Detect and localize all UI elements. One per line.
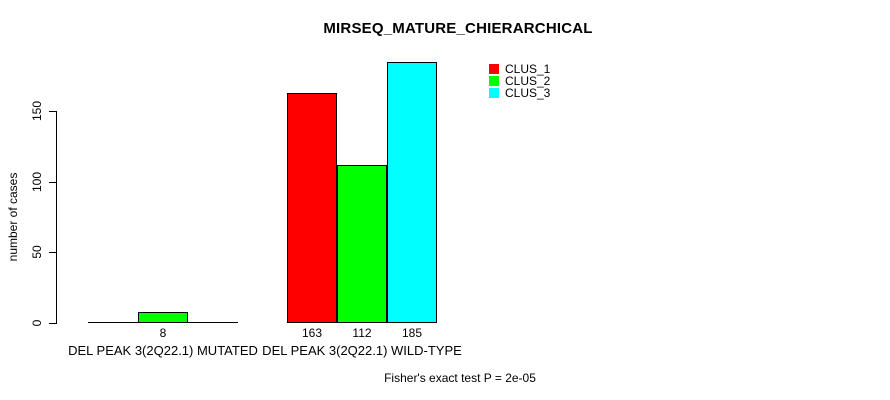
legend-entry-clus1: CLUS_1 bbox=[489, 63, 550, 75]
y-axis-tick bbox=[49, 111, 56, 112]
bar-clus_2-group2 bbox=[337, 165, 387, 323]
bar-value-label: 8 bbox=[159, 326, 167, 340]
bar-value-label: 112 bbox=[352, 326, 372, 340]
y-tick-label: 150 bbox=[30, 100, 44, 122]
zero-bar-clus_3-group1 bbox=[188, 322, 238, 323]
y-tick-label: 50 bbox=[30, 245, 44, 259]
y-axis-tick bbox=[49, 252, 56, 253]
legend-label-clus1: CLUS_1 bbox=[505, 62, 551, 76]
y-tick-label: 0 bbox=[30, 319, 44, 327]
bar-value-label: 163 bbox=[301, 326, 323, 340]
bar-value-label: 185 bbox=[401, 326, 423, 340]
x-category-label: DEL PEAK 3(2Q22.1) MUTATED bbox=[68, 343, 258, 358]
y-tick-label: 100 bbox=[30, 171, 44, 193]
footnote-fisher-test: Fisher's exact test P = 2e-05 bbox=[384, 371, 536, 385]
legend-swatch-clus2 bbox=[489, 76, 499, 86]
x-category-label: DEL PEAK 3(2Q22.1) WILD-TYPE bbox=[262, 343, 462, 358]
legend-entry-clus3: CLUS_3 bbox=[489, 87, 550, 99]
chart-title: MIRSEQ_MATURE_CHIERARCHICAL bbox=[323, 20, 593, 37]
y-axis-tick bbox=[49, 323, 56, 324]
zero-bar-clus_1-group1 bbox=[88, 322, 138, 323]
bar-clus_2-group1 bbox=[138, 312, 188, 323]
legend-label-clus2: CLUS_2 bbox=[505, 74, 551, 88]
legend: CLUS_1 CLUS_2 CLUS_3 bbox=[489, 63, 550, 99]
y-axis-line bbox=[56, 111, 57, 324]
legend-label-clus3: CLUS_3 bbox=[505, 86, 551, 100]
legend-entry-clus2: CLUS_2 bbox=[489, 75, 550, 87]
bar-clus_1-group2 bbox=[287, 93, 337, 323]
y-axis-tick bbox=[49, 182, 56, 183]
legend-swatch-clus3 bbox=[489, 88, 499, 98]
bar-clus_3-group2 bbox=[387, 62, 437, 323]
legend-swatch-clus1 bbox=[489, 64, 499, 74]
